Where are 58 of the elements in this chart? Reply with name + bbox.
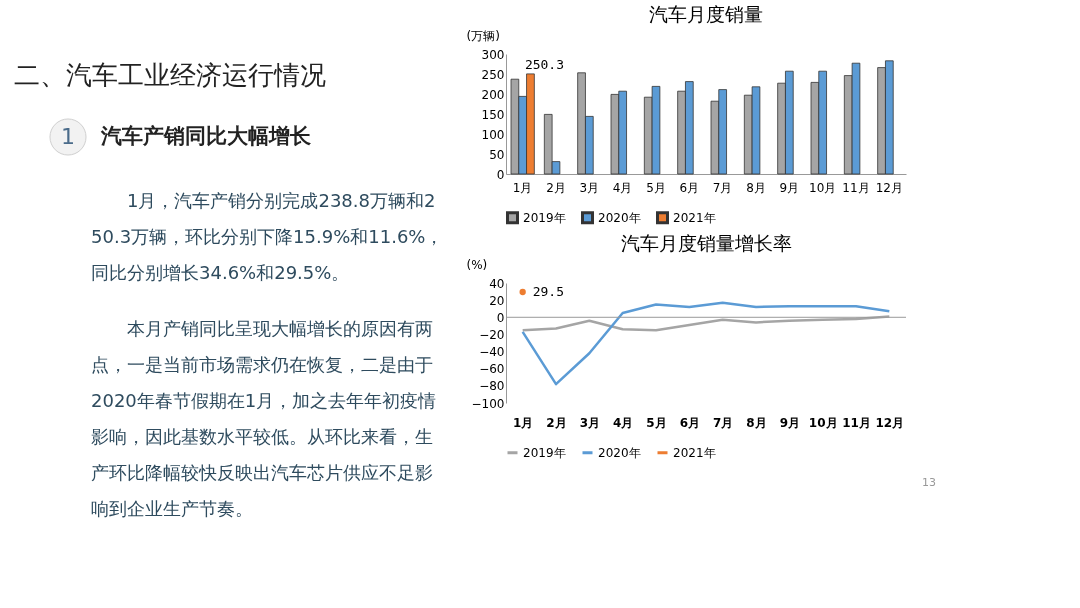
text: 汽车产销同比大幅增长	[100, 124, 312, 148]
y-axis-title: (%)	[466, 257, 488, 272]
legend-label: 2021年	[673, 210, 716, 225]
x-tick-label: 4月	[612, 180, 633, 195]
x-tick-label: 3月	[579, 180, 600, 195]
y-tick-label: −60	[479, 362, 505, 377]
x-tick-label: 6月	[679, 180, 700, 195]
x-tick-label: 9月	[779, 180, 800, 195]
legend-label: 2019年	[523, 445, 566, 460]
data-label: 29.5	[532, 284, 564, 299]
x-tick-label: 10月	[809, 180, 837, 195]
x-tick-label: 5月	[646, 180, 666, 195]
x-tick-label: 6月	[679, 415, 701, 430]
y-tick-label: 0	[496, 310, 505, 325]
x-tick-label: 7月	[712, 180, 733, 195]
chart-title: 汽车月度销量增长率	[620, 232, 792, 254]
x-tick-label: 2月	[546, 180, 566, 195]
legend-label: 2020年	[598, 445, 641, 460]
x-tick-label: 8月	[746, 415, 767, 430]
y-tick-label: 200	[481, 87, 505, 102]
legend-label: 2020年	[598, 210, 641, 225]
legend-label: 2021年	[673, 445, 716, 460]
text: 二、汽车工业经济运行情况	[14, 60, 326, 90]
y-tick-label: 20	[489, 293, 505, 308]
y-tick-label: 300	[481, 47, 505, 62]
text: 1月，汽车产销分别完成238.8万辆和250.3万辆，环比分别下降15.9%和11.6%，同比分别增长34.6%和29.5%。	[91, 190, 444, 283]
x-tick-label: 9月	[779, 415, 801, 430]
y-tick-label: 40	[489, 276, 505, 291]
y-tick-label: 250	[481, 67, 505, 82]
legend-label: 2019年	[523, 210, 566, 225]
x-tick-label: 3月	[579, 415, 601, 430]
x-tick-label: 12月	[875, 180, 903, 195]
y-tick-label: −100	[471, 396, 505, 411]
text: 本月产销同比呈现大幅增长的原因有两点，一是当前市场需求仍在恢复，二是由于2020年春节假期在1月，加之去年年初疫情影响，因此基数水平较低。从环比来看，生产环比降幅较快反映出汽车芯片供应不足影响到企业生产节奏。	[91, 318, 437, 519]
text: 13	[922, 476, 936, 489]
x-tick-label: 7月	[712, 415, 734, 430]
x-tick-label: 8月	[746, 180, 766, 195]
x-tick-label: 10月	[808, 415, 838, 430]
x-tick-label: 4月	[612, 415, 634, 430]
y-tick-label: 150	[481, 107, 505, 122]
y-tick-label: −40	[479, 345, 505, 360]
x-tick-label: 11月	[842, 180, 870, 195]
y-axis-title: (万辆)	[466, 28, 500, 43]
x-tick-label: 1月	[512, 180, 533, 195]
chart-title: 汽车月度销量	[649, 3, 763, 25]
y-tick-label: −80	[479, 379, 505, 394]
x-tick-label: 5月	[646, 415, 667, 430]
y-tick-label: −20	[479, 327, 505, 342]
x-tick-label: 12月	[875, 415, 905, 430]
x-tick-label: 2月	[546, 415, 567, 430]
y-tick-label: 100	[481, 127, 505, 142]
text: 1	[61, 124, 75, 149]
x-tick-label: 11月	[842, 415, 871, 430]
line-series	[521, 301, 891, 386]
x-tick-label: 1月	[512, 415, 534, 430]
data-label: 250.3	[524, 56, 565, 72]
y-tick-label: 50	[489, 147, 505, 162]
y-tick-label: 0	[496, 167, 505, 182]
